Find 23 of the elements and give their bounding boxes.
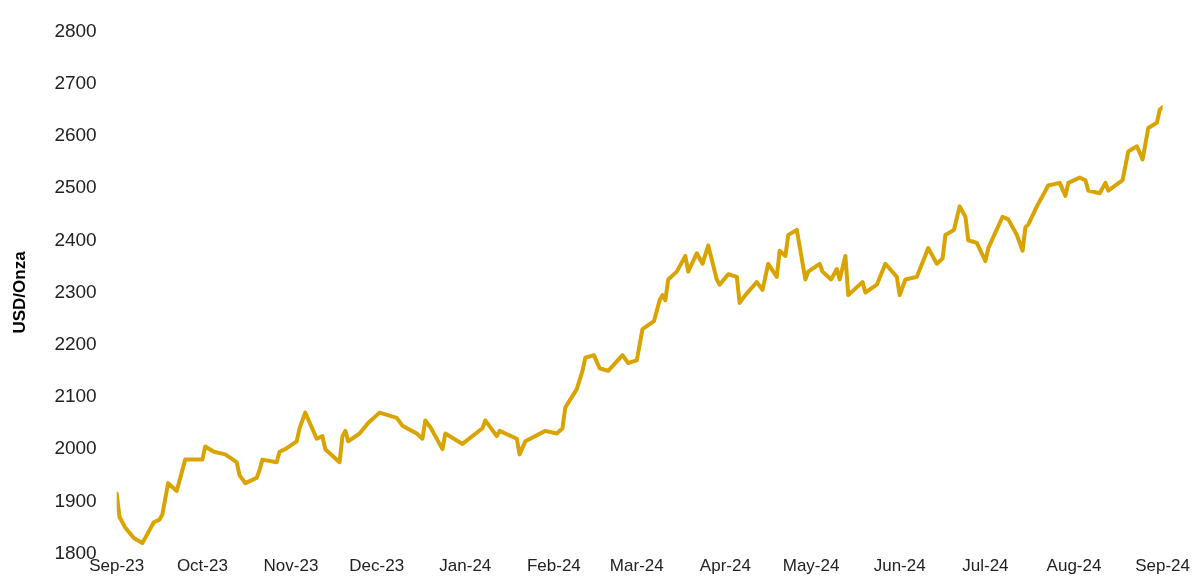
- x-tick-label: Jan-24: [439, 556, 492, 576]
- y-tick-label: 2800: [54, 19, 97, 41]
- y-tick-label: 2300: [54, 280, 97, 302]
- y-tick-label: 2500: [54, 176, 97, 198]
- y-axis-title: USD/Onza: [9, 250, 29, 334]
- y-tick-label: 2000: [54, 437, 97, 459]
- y-tick-label: 2100: [54, 385, 97, 407]
- y-tick-label: 2400: [54, 228, 97, 250]
- y-tick-label: 2600: [54, 124, 97, 146]
- y-tick-label: 1900: [54, 489, 97, 511]
- x-tick-label: May-24: [782, 556, 840, 576]
- x-tick-label: Jul-24: [962, 556, 1009, 576]
- y-tick-label: 2200: [54, 332, 97, 354]
- x-tick-label: Sep-24: [1135, 556, 1190, 576]
- y-tick-label: 2700: [54, 71, 97, 93]
- x-tick-label: Aug-24: [1046, 556, 1102, 576]
- x-tick-label: Jun-24: [873, 556, 926, 576]
- x-tick-label: Dec-23: [349, 556, 405, 576]
- x-tick-label: Nov-23: [263, 556, 319, 576]
- x-tick-label: Oct-23: [176, 556, 228, 576]
- x-tick-label: Mar-24: [609, 556, 664, 576]
- x-tick-label: Apr-24: [699, 556, 751, 576]
- x-tick-label: Feb-24: [526, 556, 581, 576]
